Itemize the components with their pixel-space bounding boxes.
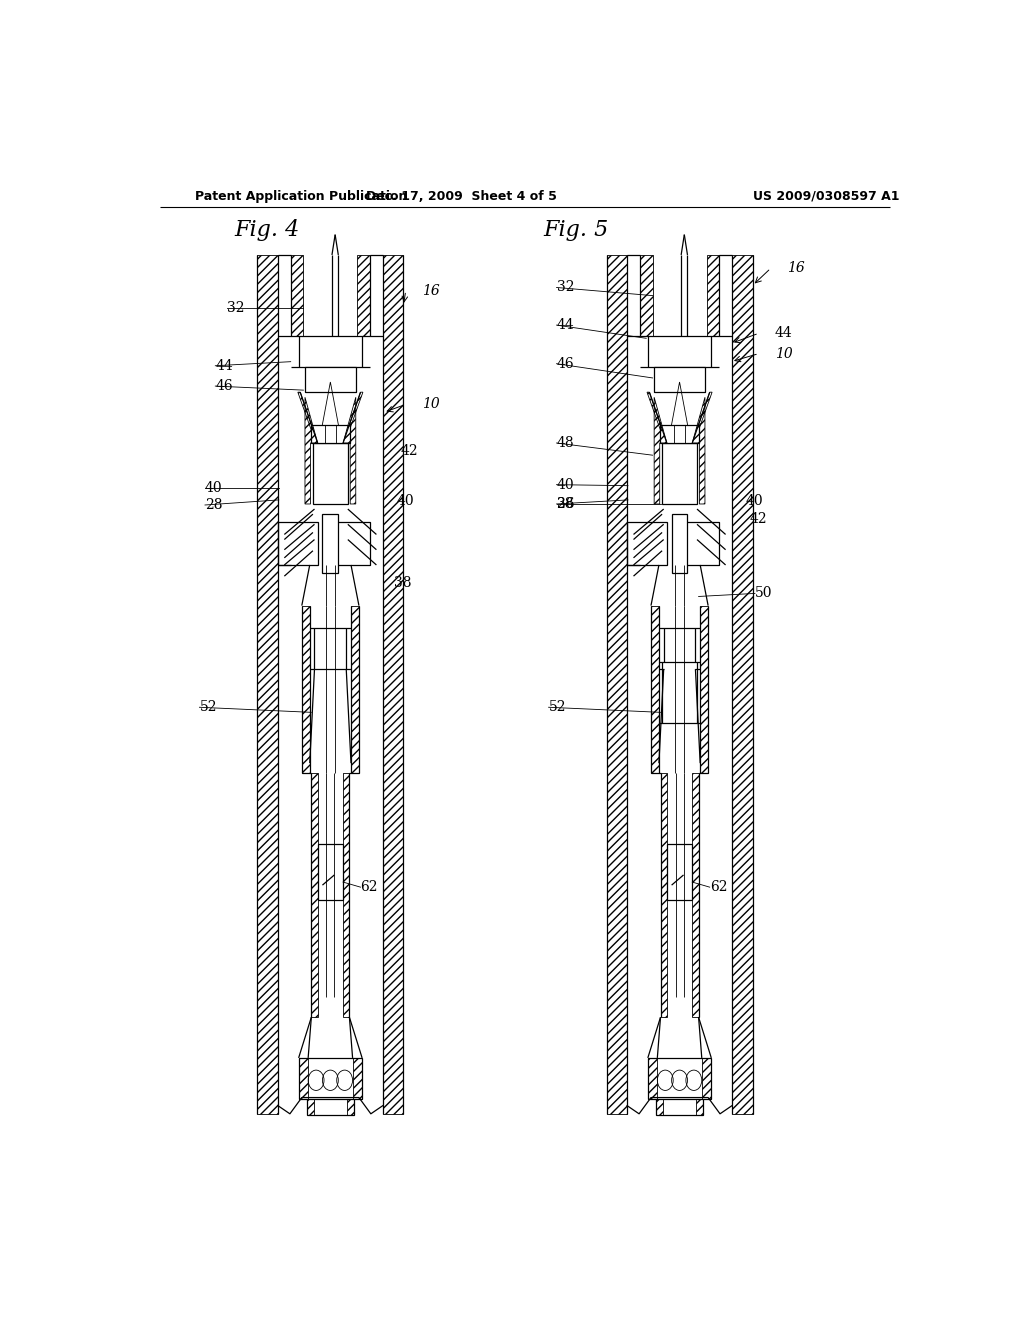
Bar — [663, 444, 697, 504]
Bar — [700, 337, 712, 367]
Bar — [310, 425, 350, 444]
Bar — [627, 523, 667, 565]
Bar — [346, 367, 355, 392]
Bar — [299, 337, 362, 367]
Bar — [692, 774, 698, 1018]
Bar — [305, 367, 355, 392]
Text: 46: 46 — [556, 356, 574, 371]
Text: 48: 48 — [556, 436, 574, 450]
Bar — [700, 523, 719, 565]
Text: 32: 32 — [556, 280, 574, 294]
Text: 62: 62 — [710, 880, 727, 894]
Text: Dec. 17, 2009  Sheet 4 of 5: Dec. 17, 2009 Sheet 4 of 5 — [366, 190, 557, 202]
Text: 62: 62 — [360, 880, 378, 894]
Bar — [648, 337, 658, 367]
Text: 28: 28 — [556, 496, 574, 511]
Text: 38: 38 — [394, 577, 412, 590]
Bar — [314, 628, 346, 669]
Text: 50: 50 — [755, 586, 772, 601]
Text: 10: 10 — [422, 397, 439, 412]
Bar — [302, 606, 309, 774]
Text: Patent Application Publication: Patent Application Publication — [196, 190, 408, 202]
Bar — [732, 255, 753, 1114]
Bar — [648, 337, 712, 367]
Bar — [299, 337, 309, 367]
Text: 10: 10 — [775, 347, 793, 360]
Bar — [648, 1057, 657, 1098]
Bar — [343, 774, 349, 1018]
Text: 40: 40 — [745, 494, 763, 508]
Bar — [701, 1057, 712, 1098]
Bar — [667, 845, 692, 900]
Text: 40: 40 — [556, 478, 574, 491]
Bar — [664, 628, 695, 669]
Bar — [707, 255, 719, 337]
Bar — [696, 1098, 703, 1115]
Text: 28: 28 — [205, 498, 222, 512]
Bar — [278, 523, 317, 565]
Bar — [331, 523, 370, 565]
Text: Fig. 4: Fig. 4 — [234, 219, 299, 240]
Bar — [306, 1098, 313, 1115]
Bar — [291, 255, 303, 337]
Text: 40: 40 — [396, 494, 414, 508]
Bar — [305, 367, 314, 392]
Bar — [663, 661, 697, 722]
Bar — [351, 606, 359, 774]
Text: 16: 16 — [422, 284, 439, 297]
Text: 16: 16 — [786, 261, 805, 275]
Text: 44: 44 — [556, 318, 574, 333]
Bar — [352, 1057, 362, 1098]
Text: 52: 52 — [200, 700, 217, 714]
Text: 36: 36 — [556, 496, 574, 511]
Text: Fig. 5: Fig. 5 — [544, 219, 609, 240]
Bar — [299, 1057, 308, 1098]
Text: 42: 42 — [400, 444, 418, 458]
Text: US 2009/0308597 A1: US 2009/0308597 A1 — [753, 190, 900, 202]
Bar — [311, 774, 317, 1018]
Bar — [695, 367, 705, 392]
Bar — [257, 255, 278, 1114]
Bar — [651, 606, 658, 774]
Bar — [313, 444, 348, 504]
Bar — [357, 255, 370, 337]
Bar — [323, 515, 338, 573]
Bar — [351, 337, 362, 367]
Bar — [627, 523, 646, 565]
Bar — [317, 845, 343, 900]
Bar — [659, 425, 699, 444]
Text: 46: 46 — [215, 379, 232, 393]
Bar — [640, 255, 652, 337]
Bar — [278, 523, 297, 565]
Bar — [654, 367, 705, 392]
Bar — [680, 523, 719, 565]
Bar — [347, 1098, 354, 1115]
Bar — [672, 515, 687, 573]
Bar — [700, 606, 709, 774]
Bar — [654, 367, 664, 392]
Bar — [660, 774, 667, 1018]
Text: 32: 32 — [227, 301, 245, 314]
Bar — [606, 255, 627, 1114]
Text: 52: 52 — [549, 700, 566, 714]
Bar — [383, 255, 403, 1114]
Text: 42: 42 — [750, 512, 767, 527]
Text: 44: 44 — [215, 359, 233, 372]
Text: 40: 40 — [205, 480, 222, 495]
Bar — [351, 523, 370, 565]
Bar — [655, 1098, 663, 1115]
Text: 44: 44 — [775, 326, 793, 341]
